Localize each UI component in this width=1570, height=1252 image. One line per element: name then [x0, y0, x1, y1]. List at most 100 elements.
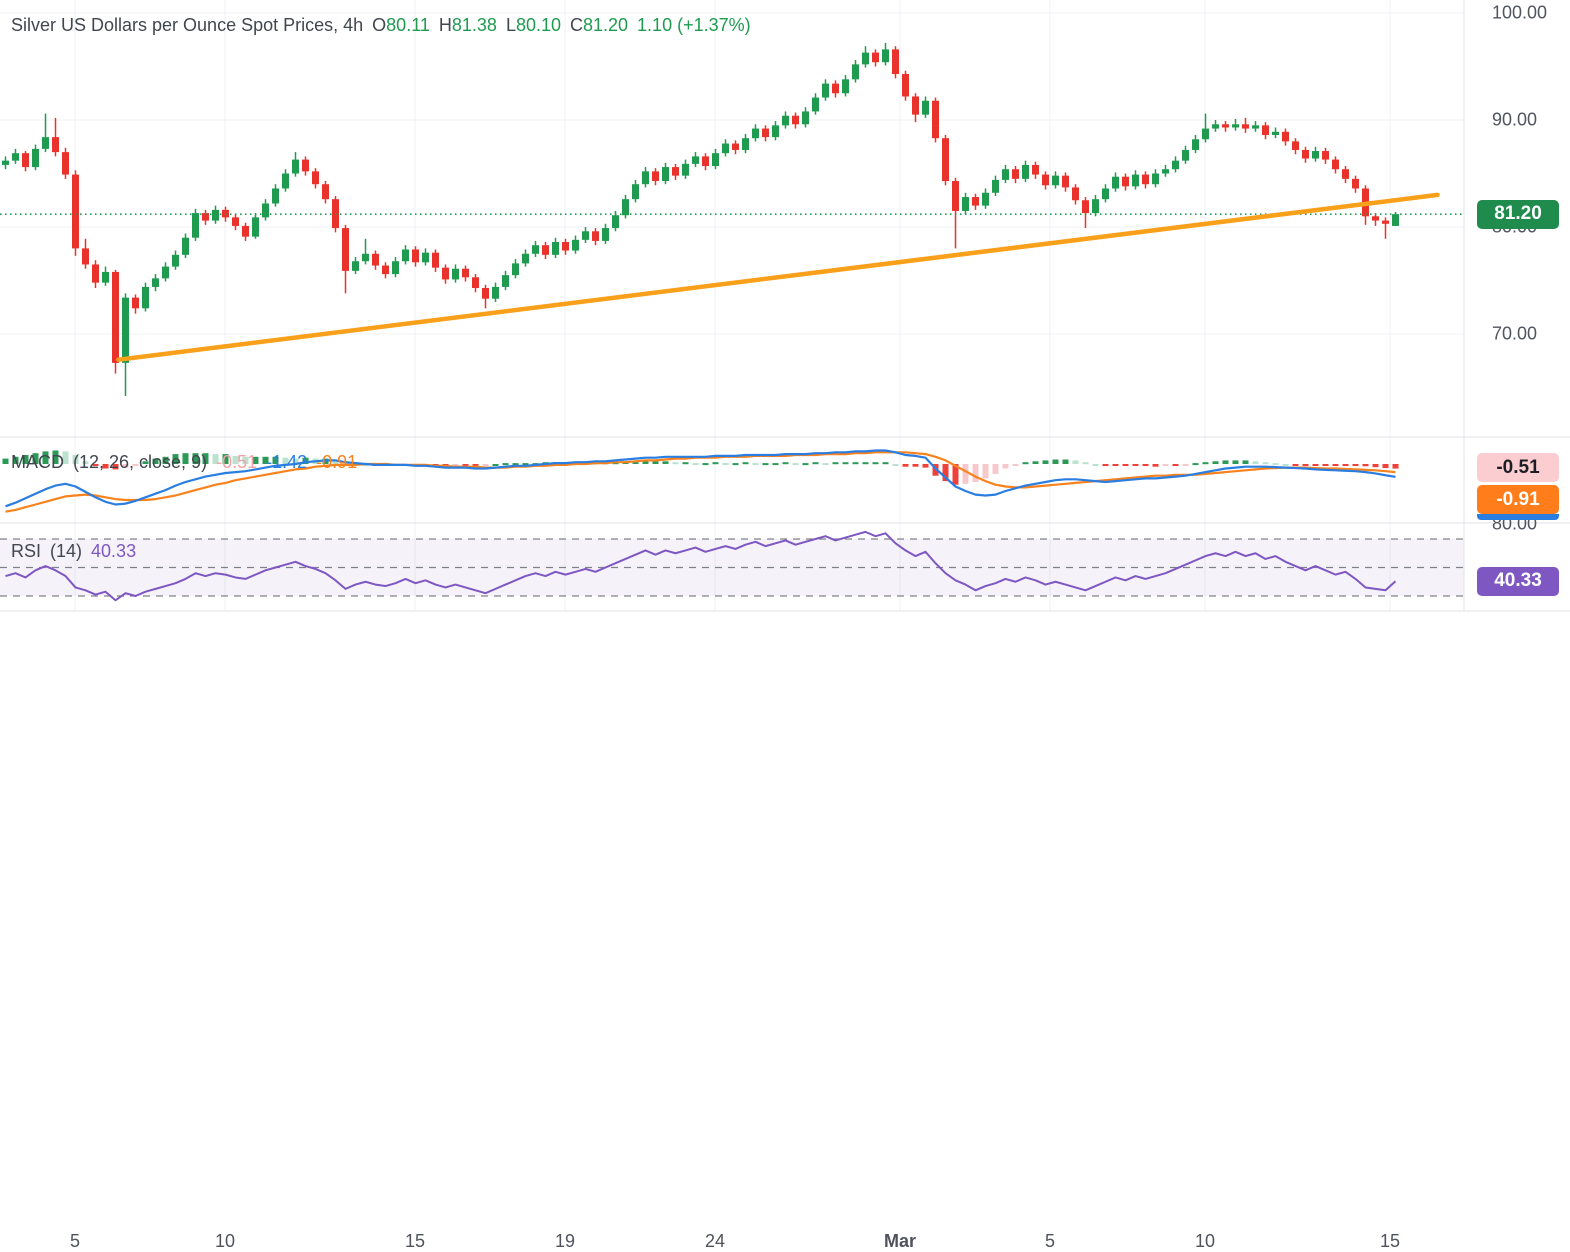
macd-hist-bar	[1342, 464, 1349, 466]
macd-line	[5, 449, 1396, 508]
candle-body	[102, 271, 109, 283]
macd-hist-bar	[1302, 464, 1309, 466]
macd-hist-bar	[1312, 464, 1319, 466]
candle-body	[862, 52, 869, 65]
macd-hist-bar	[142, 461, 149, 464]
macd-hist-bar	[1322, 464, 1329, 466]
candle-body	[1042, 174, 1049, 186]
macd-hist-bar	[1102, 464, 1109, 466]
candle-body	[692, 156, 699, 164]
macd-hist-bar	[1282, 464, 1289, 466]
candle-body	[62, 152, 69, 175]
candle-body	[962, 197, 969, 211]
candle-body	[642, 171, 649, 185]
macd-hist-bar	[1392, 464, 1399, 469]
candle-body	[352, 261, 359, 271]
candle-body	[1072, 187, 1079, 201]
candle-body	[532, 245, 539, 254]
macd-hist-bar	[252, 456, 259, 464]
macd-line-badge	[1477, 514, 1559, 520]
macd-hist-bar	[752, 463, 759, 466]
macd-hist-bar	[242, 456, 249, 464]
candle-body	[132, 297, 139, 309]
candle-body	[32, 148, 39, 168]
candle-body	[432, 252, 439, 268]
rsi-value: 40.33	[91, 541, 137, 561]
candle-body	[422, 252, 429, 263]
time-axis[interactable]: 5 10 15 19 24 Mar 5 10 15	[0, 611, 1570, 1251]
macd-hist-bar	[872, 462, 879, 465]
macd-hist-bar	[1092, 464, 1099, 466]
macd-hist-bar	[232, 455, 239, 464]
trendline[interactable]	[116, 192, 1440, 362]
candle-body	[1332, 159, 1339, 170]
macd-hist-bar	[1082, 462, 1089, 465]
price-axis-label: 90.00	[1492, 109, 1538, 130]
macd-hist-bar	[1042, 460, 1049, 464]
candle-body	[502, 275, 509, 287]
macd-hist-bar	[522, 463, 529, 466]
macd-hist-bar	[1062, 459, 1069, 464]
macd-hist-bar	[222, 454, 229, 464]
macd-hist-bar	[1112, 464, 1119, 466]
macd-hist-bar	[1172, 464, 1179, 466]
macd-hist-bar	[962, 464, 969, 484]
macd-hist-bar	[842, 462, 849, 465]
macd-hist-bar	[1142, 464, 1149, 466]
time-axis-label: 15	[1379, 1231, 1401, 1251]
macd-hist-bar	[702, 463, 709, 466]
price-axis-label: 70.00	[1492, 323, 1538, 344]
candle-body	[342, 228, 349, 271]
candle-body	[1302, 149, 1309, 159]
macd-hist-bar	[1332, 464, 1339, 466]
candle-body	[1162, 169, 1169, 174]
macd-hist-bar	[1232, 460, 1239, 464]
macd-hist-bar	[882, 462, 889, 465]
candle-body	[1252, 125, 1259, 129]
candle-body	[52, 137, 59, 153]
macd-hist-bar	[662, 461, 669, 464]
candle-body	[212, 209, 219, 221]
candle-body	[712, 153, 719, 167]
macd-hist-bar	[452, 464, 459, 466]
macd-hist-bar	[12, 456, 19, 464]
macd-hist-bar	[652, 461, 659, 464]
last-price-badge: 81.20	[1477, 199, 1559, 229]
macd-hist-bar	[472, 464, 479, 466]
candle-body	[752, 128, 759, 139]
macd-hist-bar	[132, 464, 139, 466]
candle-body	[992, 179, 999, 193]
candle-body	[592, 231, 599, 241]
macd-hist-bar	[772, 463, 779, 466]
macd-hist-bar	[742, 462, 749, 465]
macd-hist-bar	[262, 456, 269, 464]
time-axis-label: 5	[1044, 1231, 1056, 1251]
candle-body	[522, 253, 529, 264]
macd-hist-bar	[1002, 464, 1009, 469]
macd-hist-bar	[492, 464, 499, 466]
macd-hist-bar	[1352, 464, 1359, 466]
candle-body	[1312, 151, 1319, 159]
candle-body	[652, 171, 659, 181]
candle-body	[1182, 149, 1189, 161]
macd-hist-bar	[902, 464, 909, 467]
macd-hist-bar	[1252, 461, 1259, 464]
chart-canvas[interactable]	[0, 0, 1570, 651]
ohlc-low: L80.10	[505, 15, 561, 35]
macd-hist-bar	[812, 462, 819, 465]
macd-hist-bar	[692, 463, 699, 466]
macd-hist-bar	[152, 458, 159, 464]
candle-body	[732, 143, 739, 150]
candle-body	[162, 266, 169, 279]
candle-body	[1372, 216, 1379, 221]
ohlc-close: C81.20	[570, 15, 629, 35]
candle-body	[832, 83, 839, 94]
macd-hist-bar	[52, 450, 59, 464]
time-axis-label: 15	[404, 1231, 426, 1251]
macd-hist-bar	[892, 464, 899, 466]
candle-body	[22, 153, 29, 168]
candle-body	[122, 297, 129, 363]
macd-hist-bar	[92, 464, 99, 466]
macd-hist-bar	[292, 458, 299, 464]
